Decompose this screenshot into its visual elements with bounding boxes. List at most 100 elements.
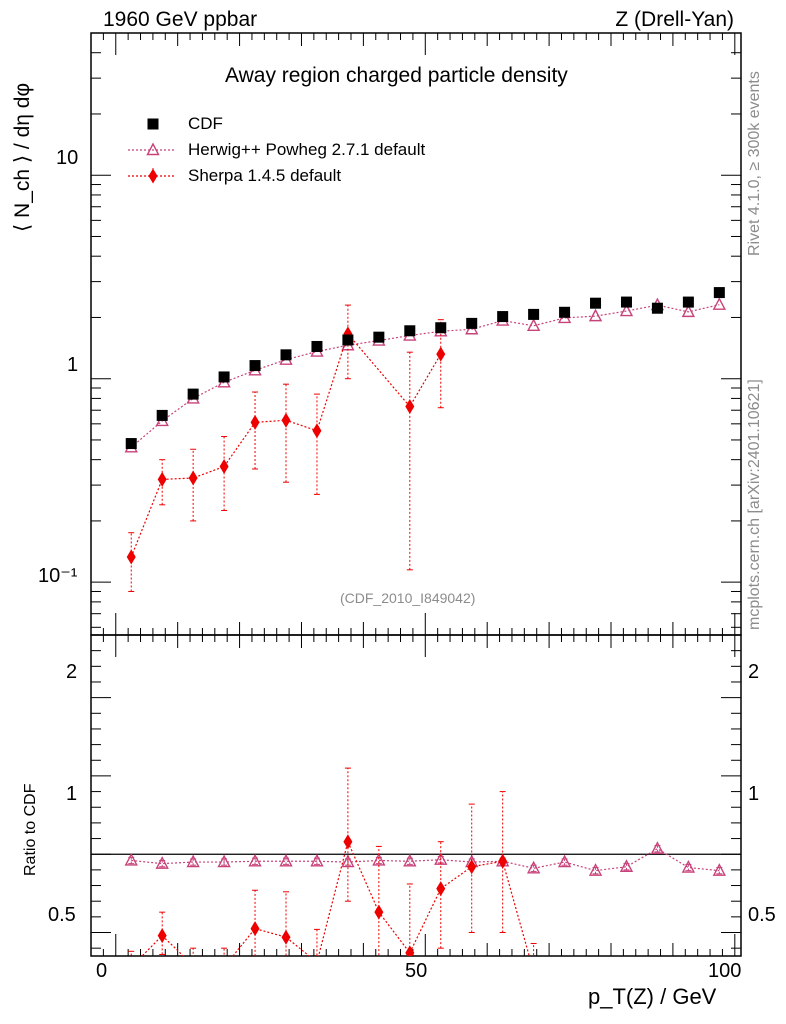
cdf-point bbox=[373, 331, 385, 343]
main-ytick-label-1: 1 bbox=[67, 354, 79, 376]
ratio-herwig-point bbox=[619, 859, 634, 872]
ratio-sherpa-point bbox=[157, 928, 167, 944]
ratio-ytick-label-left-2: 2 bbox=[66, 661, 78, 683]
chart-title: Away region charged particle density bbox=[225, 64, 568, 87]
ratio-sherpa-point bbox=[405, 945, 415, 956]
header-process-label: Z (Drell-Yan) bbox=[615, 8, 734, 31]
legend-label-herwig: Herwig++ Powheg 2.7.1 default bbox=[188, 140, 426, 159]
ratio-herwig-point bbox=[124, 852, 138, 866]
ratio-y-axis-label: Ratio to CDF bbox=[22, 783, 39, 876]
ratio-sherpa-point bbox=[189, 958, 198, 973]
ratio-panel-frame bbox=[90, 634, 742, 957]
cdf-point bbox=[559, 306, 571, 318]
ratio-herwig-point bbox=[712, 863, 726, 876]
ratio-herwig-point bbox=[526, 860, 541, 874]
ratio-herwig-point bbox=[186, 854, 200, 868]
sherpa-point bbox=[157, 471, 167, 487]
ratio-herwig-point bbox=[155, 856, 169, 869]
ratio-sherpa-line bbox=[141, 839, 530, 956]
main-panel-marks bbox=[124, 287, 726, 592]
ratio-panel-marks bbox=[124, 767, 726, 974]
ratio-ticks bbox=[90, 634, 741, 956]
ratio-ytick-label-left-1: 1 bbox=[66, 783, 78, 805]
ratio-herwig-point bbox=[372, 852, 386, 866]
cdf-point bbox=[342, 334, 354, 346]
ratio-ytick-label-right-0: 0.5 bbox=[748, 904, 776, 926]
cdf-point bbox=[125, 438, 137, 450]
legend-label-sherpa: Sherpa 1.4.5 default bbox=[188, 166, 342, 185]
ratio-herwig-point bbox=[434, 852, 448, 865]
cdf-point bbox=[682, 296, 694, 308]
analysis-watermark: (CDF_2010_I849042) bbox=[340, 590, 476, 606]
cdf-point bbox=[404, 325, 416, 337]
cdf-point bbox=[497, 311, 509, 323]
ratio-herwig-point bbox=[248, 853, 262, 867]
ratio-sherpa-point bbox=[220, 959, 229, 974]
sherpa-point bbox=[405, 399, 415, 415]
cdf-point bbox=[218, 371, 230, 383]
ratio-herwig-point bbox=[217, 854, 231, 868]
sherpa-point bbox=[281, 412, 291, 428]
cdf-point bbox=[311, 340, 323, 352]
ratio-herwig-line bbox=[131, 848, 720, 872]
ratio-sherpa-point bbox=[343, 834, 353, 850]
ratio-herwig-point bbox=[588, 863, 603, 876]
herwig-point bbox=[681, 304, 696, 318]
ratio-sherpa-point bbox=[127, 959, 136, 974]
ratio-sherpa-point bbox=[498, 853, 508, 869]
cdf-point bbox=[435, 322, 447, 334]
legend-markers bbox=[128, 118, 176, 184]
ratio-herwig-point bbox=[279, 853, 293, 867]
cdf-point bbox=[651, 302, 663, 314]
sherpa-point bbox=[312, 423, 322, 439]
sherpa-point bbox=[219, 459, 229, 475]
plot-frames bbox=[90, 32, 742, 957]
xtick-label-0: 0 bbox=[96, 960, 108, 982]
cdf-point bbox=[713, 287, 725, 299]
herwig-point bbox=[619, 303, 634, 317]
xtick-label-50: 50 bbox=[405, 960, 428, 982]
ratio-ytick-label-right-2: 2 bbox=[748, 661, 760, 683]
sherpa-point bbox=[188, 470, 198, 486]
cdf-point bbox=[466, 317, 478, 329]
cdf-point bbox=[590, 297, 602, 309]
main-ytick-label-2: 10 bbox=[56, 147, 79, 169]
herwig-point bbox=[588, 308, 603, 322]
main-ticks bbox=[90, 32, 741, 635]
ratio-sherpa-point bbox=[374, 904, 384, 920]
ratio-sherpa-point bbox=[316, 954, 318, 956]
legend-marker-cdf bbox=[147, 118, 159, 130]
main-y-axis-label: ⟨ N_ch ⟩ / dη dφ bbox=[11, 82, 34, 232]
cdf-point bbox=[280, 349, 292, 361]
legend-marker-sherpa bbox=[148, 168, 158, 184]
ratio-sherpa-point bbox=[250, 921, 260, 937]
ratio-herwig-point bbox=[557, 854, 572, 868]
cdf-point bbox=[620, 296, 632, 308]
sherpa-line bbox=[130, 332, 442, 558]
ratio-sherpa-point bbox=[281, 929, 291, 945]
ratio-sherpa-point bbox=[467, 859, 477, 875]
herwig-point bbox=[712, 297, 726, 310]
main-ytick-label-0: 10⁻¹ bbox=[38, 565, 78, 587]
mcplots-reference-label: mcplots.cern.ch [arXiv:2401.10621] bbox=[746, 379, 763, 630]
ratio-herwig-point bbox=[681, 860, 696, 873]
sherpa-point bbox=[126, 549, 136, 565]
sherpa-point bbox=[250, 414, 260, 430]
ratio-herwig-point bbox=[403, 853, 417, 867]
ratio-ytick-label-left-0: 0.5 bbox=[48, 904, 76, 926]
ratio-ytick-label-right-1: 1 bbox=[748, 783, 760, 805]
ratio-herwig-point bbox=[650, 841, 665, 854]
xtick-label-100: 100 bbox=[708, 960, 742, 982]
rivet-version-label: Rivet 4.1.0, ≥ 300k events bbox=[746, 71, 763, 256]
legend-marker-herwig bbox=[146, 142, 160, 156]
cdf-point bbox=[187, 388, 199, 400]
sherpa-point bbox=[436, 346, 446, 362]
ratio-sherpa-point bbox=[436, 881, 446, 897]
herwig-line bbox=[130, 304, 720, 448]
herwig-point bbox=[526, 318, 541, 331]
ratio-herwig-point bbox=[341, 854, 355, 868]
legend-label-cdf: CDF bbox=[188, 114, 223, 133]
cdf-point bbox=[249, 360, 261, 372]
cdf-point bbox=[528, 308, 540, 320]
